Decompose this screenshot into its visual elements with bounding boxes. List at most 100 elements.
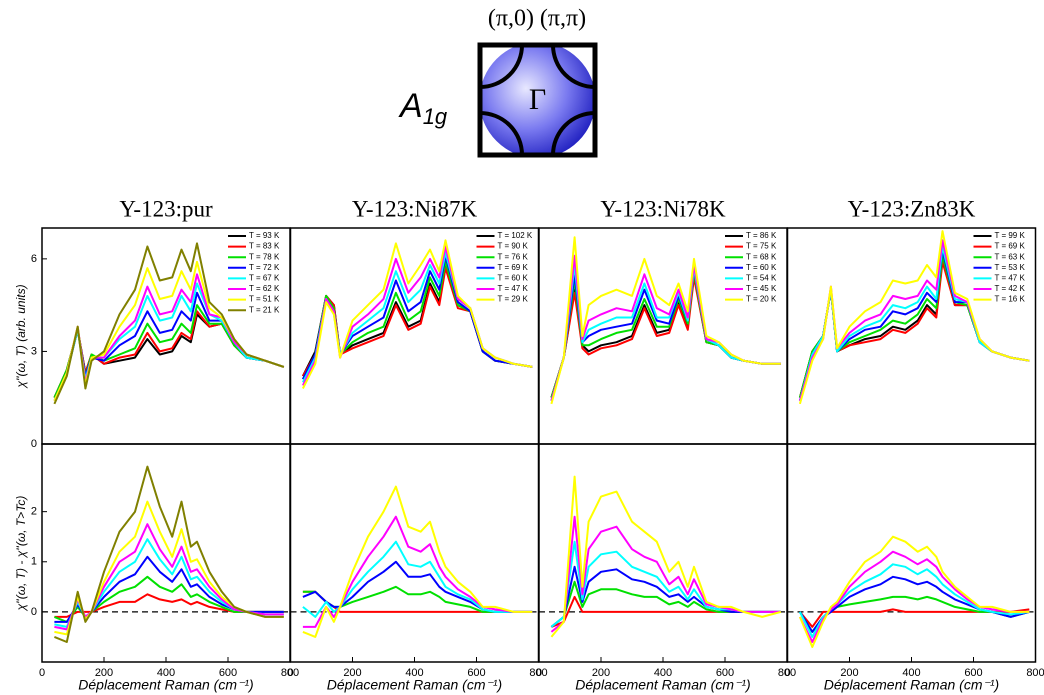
series-line (302, 540, 533, 618)
x-tick-label: 200 (592, 667, 610, 679)
x-tick-label: 800 (1026, 667, 1044, 679)
series-line (302, 239, 533, 389)
panel-title: Y-123:pur (119, 196, 213, 221)
legend-label: T = 90 K (498, 242, 529, 251)
x-tick-label: 0 (784, 667, 790, 679)
x-axis-label: Déplacement Raman (cm⁻¹) (327, 677, 502, 693)
x-tick-label: 600 (219, 667, 237, 679)
legend-label: T = 47 K (995, 274, 1026, 283)
legend-label: T = 29 K (498, 295, 529, 304)
series-line (302, 251, 533, 383)
panel-title: Y-123:Zn83K (848, 196, 976, 221)
gamma-label: Γ (529, 83, 546, 116)
plot-area (550, 236, 781, 405)
y-axis-label: χ''(ω, T) - χ''(ω, T>Tc) (14, 496, 28, 612)
series-line (550, 264, 781, 402)
legend-label: T = 54 K (746, 274, 777, 283)
series-line (550, 236, 781, 405)
plot-area (42, 465, 290, 643)
x-tick-label: 200 (95, 667, 113, 679)
series-line (302, 560, 533, 613)
plots: 0 3 6 Y-123:pur χ''(ω, T) (arb. units) T = 93… (14, 196, 1044, 692)
legend-label: T = 93 K (249, 231, 280, 240)
plot-frame (289, 443, 540, 663)
plot-area (787, 535, 1036, 648)
x-tick-label: 400 (157, 667, 175, 679)
legend-label: T = 78 K (249, 252, 280, 261)
zone-disc (480, 45, 595, 155)
y-tick-label: 1 (31, 556, 37, 568)
plot-frame (786, 443, 1037, 663)
legend-label: T = 75 K (746, 242, 777, 251)
y-tick-label: 3 (31, 345, 37, 357)
y-axis-label: χ''(ω, T) (arb. units) (14, 284, 28, 388)
legend-label: T = 62 K (249, 284, 280, 293)
x-tick-label: 600 (467, 667, 485, 679)
series-line (550, 475, 782, 638)
legend-label: T = 68 K (746, 252, 777, 261)
legend-label: T = 67 K (249, 274, 280, 283)
panel-title: Y-123:Ni87K (352, 196, 478, 221)
legend-label: T = 76 K (498, 252, 529, 261)
plot-area (302, 239, 533, 389)
symmetry-main: A (398, 87, 423, 125)
legend-label: T = 86 K (746, 231, 777, 240)
y-tick-label: 0 (31, 606, 37, 618)
x-tick-label: 600 (716, 667, 734, 679)
legend-label: T = 63 K (995, 252, 1026, 261)
series-line (550, 515, 781, 633)
legend-label: T = 42 K (995, 284, 1026, 293)
y-tick-label: 0 (31, 438, 37, 450)
x-tick-label: 600 (964, 667, 982, 679)
x-tick-label: 400 (654, 667, 672, 679)
x-axis-label: Déplacement Raman (cm⁻¹) (824, 677, 999, 693)
legend-label: T = 53 K (995, 263, 1026, 272)
series-line (53, 273, 285, 402)
series-line (302, 485, 533, 638)
x-tick-label: 400 (902, 667, 920, 679)
y-tick-label: 6 (31, 253, 37, 265)
plot-area (798, 230, 1030, 405)
series-line (799, 595, 1030, 633)
x-axis-label: Déplacement Raman (cm⁻¹) (575, 677, 750, 693)
legend-label: T = 60 K (498, 274, 529, 283)
x-tick-label: 0 (287, 667, 293, 679)
legend-label: T = 72 K (249, 263, 280, 272)
legend-label: T = 16 K (995, 295, 1026, 304)
series-line (798, 535, 1030, 648)
series-line (799, 550, 1030, 643)
legend-label: T = 60 K (746, 263, 777, 272)
series-line (54, 465, 284, 643)
series-line (54, 523, 284, 631)
plot-area (539, 475, 787, 638)
series-line (53, 242, 285, 405)
panel-title: Y-123:Ni78K (600, 196, 726, 221)
x-tick-label: 800 (281, 667, 299, 679)
legend-label: T = 69 K (995, 242, 1026, 251)
x-tick-label: 200 (840, 667, 858, 679)
y-tick-label: 2 (31, 506, 37, 518)
series-line (799, 563, 1030, 638)
zone-box (477, 42, 598, 158)
plot-area (290, 485, 539, 638)
x-axis-label: Déplacement Raman (cm⁻¹) (78, 677, 253, 693)
series-line (798, 230, 1030, 405)
x-tick-label: 0 (39, 667, 45, 679)
symmetry-label: A1g (398, 87, 448, 129)
symmetry-sub: 1g (423, 104, 448, 129)
legend-label: T = 45 K (746, 284, 777, 293)
series-line (54, 500, 284, 636)
corner-labels: (π,0) (π,π) (488, 6, 586, 32)
x-tick-label: 800 (778, 667, 796, 679)
legend-label: T = 21 K (249, 305, 280, 314)
legend-label: T = 102 K (498, 231, 533, 240)
series-line (302, 515, 533, 628)
legend-label: T = 20 K (746, 295, 777, 304)
legend-label: T = 83 K (249, 242, 280, 251)
x-tick-label: 0 (536, 667, 542, 679)
legend-label: T = 99 K (995, 231, 1026, 240)
x-tick-label: 800 (529, 667, 547, 679)
plot-frame (41, 443, 291, 663)
x-tick-label: 400 (405, 667, 423, 679)
